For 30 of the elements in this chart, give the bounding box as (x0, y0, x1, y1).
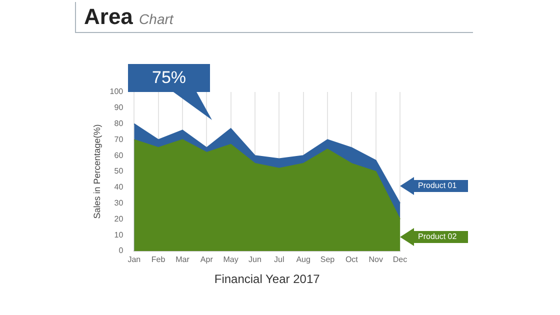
y-tick-label: 0 (118, 246, 124, 256)
y-axis-title: Sales in Percentage(%) (92, 124, 102, 219)
x-tick-label: Mar (176, 255, 190, 264)
y-tick-label: 30 (114, 198, 124, 208)
y-tick-label: 100 (110, 87, 124, 96)
y-tick-label: 70 (114, 134, 124, 144)
x-tick-label: Apr (200, 255, 214, 264)
x-tick-label: Jan (128, 255, 141, 264)
x-tick-label: Jul (274, 255, 284, 264)
x-tick-label: May (223, 255, 238, 264)
y-tick-label: 80 (114, 119, 124, 128)
y-tick-label: 40 (114, 182, 124, 192)
x-tick-label: Sep (320, 255, 336, 264)
series-label: Product 02 (400, 228, 468, 246)
x-tick-label: Oct (345, 255, 359, 264)
x-tick-label: Aug (296, 255, 310, 264)
x-tick-label: Jun (248, 255, 262, 264)
x-tick-label: Dec (392, 255, 408, 264)
y-tick-label: 10 (114, 230, 124, 240)
y-tick-label: 60 (114, 150, 124, 160)
speech-bubble: 75% (128, 64, 212, 120)
y-tick-label: 90 (114, 103, 124, 112)
x-tick-label: Nov (368, 255, 383, 264)
x-tick-label: Feb (151, 255, 166, 264)
y-tick-label: 50 (114, 166, 124, 176)
y-tick-label: 20 (114, 214, 124, 224)
chart-subtitle: Chart (139, 11, 174, 27)
x-axis-title: Financial Year 2017 (214, 272, 320, 286)
chart-title: Area (84, 4, 133, 29)
text: Product 01 (400, 177, 468, 195)
